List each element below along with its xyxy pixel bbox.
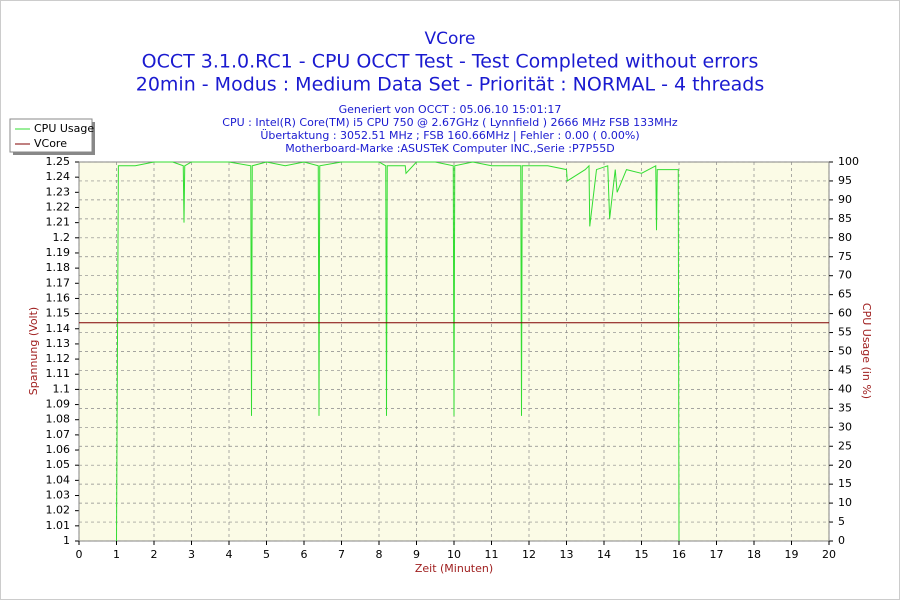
y-tick-label: 1.13 [46,337,71,350]
x-tick-label: 16 [672,548,686,561]
y-tick-label: 1.09 [46,398,71,411]
y-tick-label: 1.25 [46,155,71,168]
y-tick-label: 1.08 [46,413,71,426]
x-tick-label: 19 [785,548,799,561]
x-tick-label: 20 [822,548,836,561]
x-tick-label: 17 [710,548,724,561]
y2-tick-label: 50 [838,345,852,358]
legend [9,118,93,153]
info-line: Motherboard-Marke :ASUSTeK Computer INC.… [285,142,614,155]
x-tick-label: 12 [522,548,536,561]
y-tick-label: 1.19 [46,246,71,259]
y-tick-label: 1.16 [46,291,71,304]
info-line: Generiert von OCCT : 05.06.10 15:01:17 [339,103,562,116]
y-tick-label: 1.12 [46,352,71,365]
x-tick-label: 15 [635,548,649,561]
y2-tick-label: 60 [838,307,852,320]
y-tick-label: 1.14 [46,322,71,335]
y2-tick-label: 0 [838,534,845,547]
y2-tick-label: 35 [838,401,852,414]
y-tick-label: 1.22 [46,200,71,213]
y-axis-label: Spannung (Volt) [27,307,40,395]
chart-title: VCore [425,29,476,49]
legend-label: VCore [34,137,67,150]
y2-tick-label: 40 [838,382,852,395]
y-tick-label: 1.02 [46,504,71,517]
x-tick-label: 7 [338,548,345,561]
y-tick-label: 1.18 [46,261,71,274]
x-tick-label: 18 [747,548,761,561]
y-tick-label: 1.15 [46,307,71,320]
y-tick-label: 1 [63,534,70,547]
y2-tick-label: 25 [838,439,852,452]
y2-tick-label: 70 [838,269,852,282]
x-tick-label: 4 [226,548,233,561]
x-tick-label: 3 [188,548,195,561]
x-tick-label: 13 [560,548,574,561]
info-line: Übertaktung : 3052.51 MHz ; FSB 160.66MH… [260,129,639,142]
y-tick-label: 1.17 [46,276,71,289]
series-line [116,161,680,542]
legend-label: CPU Usage [34,122,94,135]
x-tick-label: 10 [447,548,461,561]
y-tick-label: 1.04 [46,473,71,486]
y-tick-label: 1.07 [46,428,71,441]
y-tick-label: 1.2 [53,231,71,244]
x-tick-label: 1 [113,548,120,561]
y-tick-label: 1.05 [46,458,71,471]
y2-tick-label: 85 [838,212,852,225]
x-tick-label: 9 [413,548,420,561]
y-tick-label: 1.24 [46,170,71,183]
y2-tick-label: 20 [838,458,852,471]
y2-tick-label: 55 [838,326,852,339]
x-tick-label: 6 [301,548,308,561]
y-tick-label: 1.21 [46,216,71,229]
x-tick-label: 14 [597,548,611,561]
y2-tick-label: 45 [838,363,852,376]
x-tick-label: 8 [376,548,383,561]
y2-tick-label: 15 [838,477,852,490]
x-tick-label: 0 [76,548,83,561]
y2-tick-label: 100 [838,155,859,168]
y2-tick-label: 10 [838,496,852,509]
x-tick-label: 11 [485,548,499,561]
y-tick-label: 1.11 [46,367,71,380]
y2-tick-label: 75 [838,250,852,263]
x-tick-label: 5 [263,548,270,561]
y-tick-label: 1.06 [46,443,71,456]
y-tick-label: 1.23 [46,185,71,198]
info-line: CPU : Intel(R) Core(TM) i5 CPU 750 @ 2.6… [222,116,678,129]
y-tick-label: 1.03 [46,489,71,502]
chart-subtitle: 20min - Modus : Medium Data Set - Priori… [136,74,765,96]
y2-tick-label: 65 [838,288,852,301]
y2-tick-label: 90 [838,193,852,206]
y-tick-label: 1.01 [46,519,71,532]
y2-tick-label: 5 [838,515,845,528]
y2-tick-label: 80 [838,231,852,244]
x-tick-label: 2 [151,548,158,561]
x-axis-label: Zeit (Minuten) [415,562,493,575]
chart-subtitle: OCCT 3.1.0.RC1 - CPU OCCT Test - Test Co… [142,51,759,73]
y-tick-label: 1.1 [53,382,71,395]
y2-axis-label: CPU Usage (in %) [860,303,873,399]
y2-tick-label: 95 [838,174,852,187]
y2-tick-label: 30 [838,420,852,433]
